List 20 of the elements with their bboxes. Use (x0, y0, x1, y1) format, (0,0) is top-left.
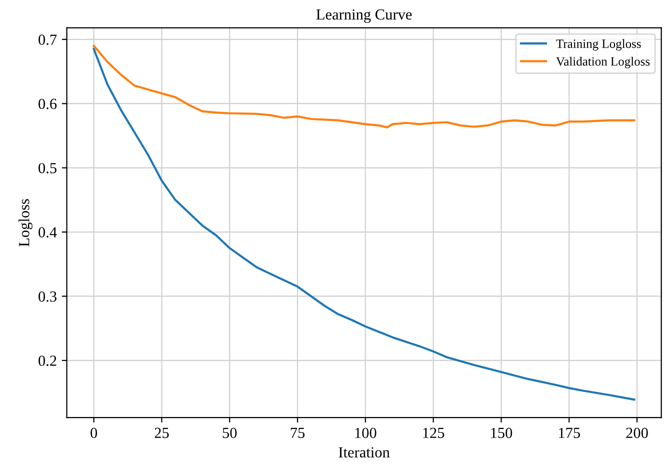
y-tick-label: 0.7 (38, 34, 57, 45)
legend-label: Validation Logloss (556, 56, 650, 68)
y-axis-title: Logloss (18, 199, 32, 246)
y-tick-label: 0.6 (38, 98, 57, 110)
chart-title: Learning Curve (316, 9, 412, 23)
y-tick-label: 0.2 (38, 356, 56, 366)
legend-label: Training Logloss (556, 39, 641, 51)
y-tick-label: 0.4 (38, 227, 57, 238)
x-tick-label: 175 (559, 428, 580, 438)
x-axis-title: Iteration (338, 447, 390, 458)
x-tick-label: 75 (290, 428, 305, 438)
y-tick-label: 0.3 (38, 291, 56, 302)
y-tick-label: 0.5 (38, 162, 56, 174)
x-tick-label: 200 (626, 428, 648, 438)
x-tick-label: 125 (423, 428, 444, 438)
x-tick-label: 0 (90, 428, 98, 438)
x-tick-label: 25 (154, 428, 169, 438)
x-tick-label: 100 (355, 428, 376, 438)
x-tick-label: 50 (222, 428, 237, 438)
x-tick-label: 150 (491, 428, 512, 438)
